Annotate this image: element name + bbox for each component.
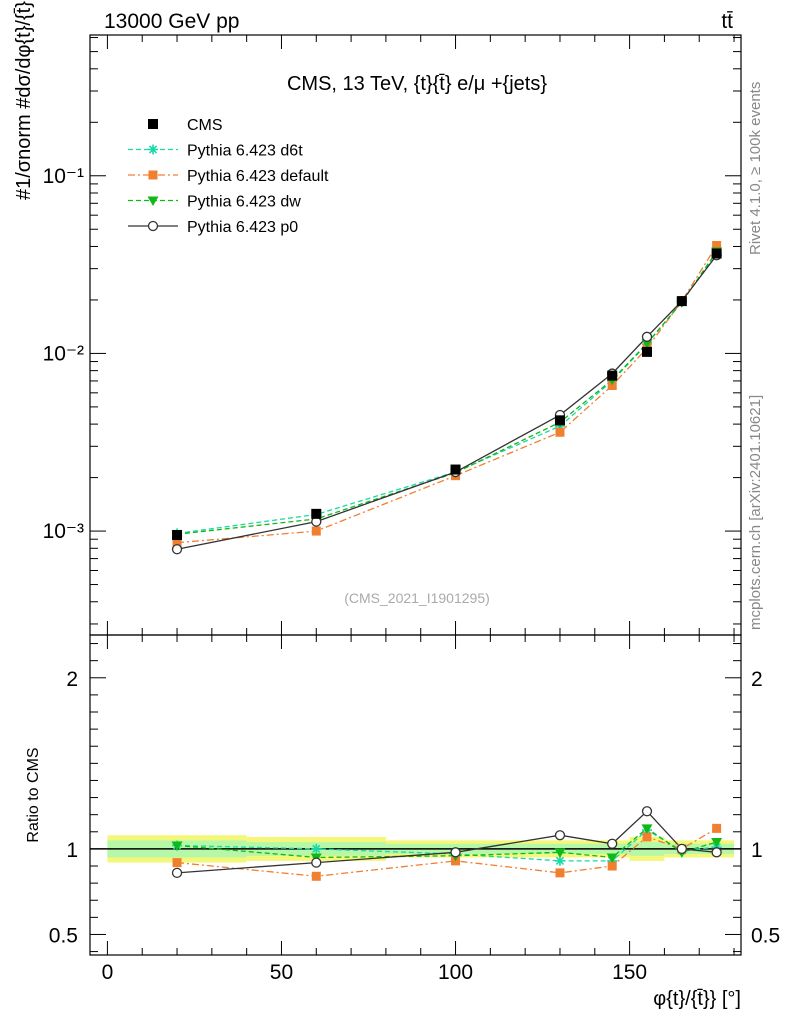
ratio-point-pythia-6-423-default xyxy=(172,858,182,868)
legend-label-pythia-6-423-p0: Pythia 6.423 p0 xyxy=(187,219,298,236)
ratio-point-pythia-6-423-p0 xyxy=(607,838,618,849)
point-cms xyxy=(711,248,722,259)
point-pythia-6-423-default xyxy=(712,241,722,251)
series-line-pythia-6-423-d6t xyxy=(176,252,718,535)
ratio-point-pythia-6-423-p0 xyxy=(171,867,183,879)
ratio-point-pythia-6-423-dw xyxy=(554,848,566,858)
xaxis-label: φ{t}/{t̄}} [°] xyxy=(653,988,741,1010)
point-cms xyxy=(554,415,565,426)
rivet-version-label: Rivet 4.1.0, ≥ 100k events xyxy=(747,82,764,255)
point-pythia-6-423-default xyxy=(555,427,565,437)
point-cms xyxy=(311,508,322,519)
ratio-point-pythia-6-423-dw xyxy=(606,853,618,863)
main-series-lines xyxy=(176,245,718,550)
point-pythia-6-423-dw xyxy=(641,339,653,349)
point-cms xyxy=(642,346,653,357)
x-tick-label: 150 xyxy=(612,961,647,984)
series-line-pythia-6-423-dw xyxy=(176,251,718,535)
point-pythia-6-423-default xyxy=(311,526,321,536)
ratio-line-pythia-6-423-p0 xyxy=(176,810,717,874)
point-pythia-6-423-default xyxy=(607,380,617,390)
point-pythia-6-423-p0 xyxy=(171,544,183,555)
ratio-point-pythia-6-423-p0 xyxy=(676,843,687,855)
point-pythia-6-423-default xyxy=(172,538,182,548)
ratio-point-pythia-6-423-dw xyxy=(641,824,653,834)
y-tick-label: 10⁻¹ xyxy=(43,165,84,188)
legend-marker-pythia-6-423-d6t xyxy=(148,144,158,155)
ratio-point-pythia-6-423-d6t xyxy=(554,855,565,866)
y-tick-label: 10⁻³ xyxy=(43,520,84,543)
mcplots-label: mcplots.cern.ch [arXiv:2401.10621] xyxy=(747,395,764,630)
ratio-point-pythia-6-423-p0 xyxy=(711,847,722,858)
legend-marker-pythia-6-423-p0 xyxy=(147,220,159,232)
ratio-ylabel: Ratio to CMS xyxy=(25,747,42,842)
legend-label-pythia-6-423-default: Pythia 6.423 default xyxy=(187,168,329,185)
legend-label-pythia-6-423-dw: Pythia 6.423 dw xyxy=(187,194,301,211)
ratio-plot-panel: 0.5 0.5 1 1 2 2 0 50 100 150 Ratio to CMS φ{t}/{t… xyxy=(25,634,780,1010)
ratio-point-pythia-6-423-p0 xyxy=(311,857,322,868)
x-tick-label: 100 xyxy=(438,961,473,984)
ratio-y-tick-label-right: 1 xyxy=(751,839,763,862)
main-plot-panel: 10⁻³ 10⁻² 10⁻¹ CMS, 13 TeV, {t}{t̄} e/μ +{… xyxy=(13,1,742,636)
ratio-point-pythia-6-423-dw xyxy=(711,838,723,848)
plot-title: CMS, 13 TeV, {t}{t̄} e/μ +{jets} xyxy=(287,73,547,95)
legend-label-cms: CMS xyxy=(187,117,223,134)
main-ylabel: #1/σnorm #dσ/dφ{t}/{t̄} xyxy=(13,1,35,200)
main-series-points xyxy=(171,241,723,555)
analysis-id: (CMS_2021_I1901295) xyxy=(344,590,490,606)
ratio-point-pythia-6-423-default xyxy=(555,868,565,878)
legend-label-pythia-6-423-d6t: Pythia 6.423 d6t xyxy=(187,143,303,160)
x-tick-label: 50 xyxy=(270,961,293,984)
legend-marker-pythia-6-423-default xyxy=(148,170,158,180)
ratio-series-lines xyxy=(176,810,717,877)
ratio-line-pythia-6-423-default xyxy=(176,827,717,877)
point-cms xyxy=(450,464,461,475)
y-tick-label: 10⁻² xyxy=(43,342,84,365)
point-pythia-6-423-p0 xyxy=(641,331,653,342)
ratio-y-tick-label-left: 2 xyxy=(66,668,78,691)
legend-marker-pythia-6-423-dw xyxy=(147,196,159,206)
ratio-line-pythia-6-423-dw xyxy=(176,827,717,859)
ratio-y-tick-label-left: 1 xyxy=(66,839,78,862)
ratio-point-pythia-6-423-dw xyxy=(171,841,183,851)
energy-label: 13000 GeV pp xyxy=(104,10,239,33)
point-cms xyxy=(676,296,687,307)
ratio-point-pythia-6-423-p0 xyxy=(554,830,566,841)
main-ylabel-text: #1/σnorm #dσ/dφ{t}/{t̄} xyxy=(13,1,35,200)
ratio-point-pythia-6-423-p0 xyxy=(641,806,653,817)
ratio-y-tick-label-left: 0.5 xyxy=(49,924,78,947)
ratio-y-tick-label-right: 2 xyxy=(751,668,763,691)
legend: CMS Pythia 6.423 d6t Pythia 6.423 default P… xyxy=(128,117,329,236)
ratio-axis-ticks: 0.5 0.5 1 1 2 2 0 50 100 150 xyxy=(49,635,780,984)
x-tick-label: 0 xyxy=(102,961,114,984)
ratio-point-pythia-6-423-default xyxy=(607,861,617,871)
main-axis-ticks: 10⁻³ 10⁻² 10⁻¹ xyxy=(43,35,741,635)
ratio-y-tick-label-right: 0.5 xyxy=(751,924,780,947)
ratio-point-pythia-6-423-default xyxy=(712,823,722,833)
ratio-plot-frame xyxy=(89,634,742,956)
ratio-point-pythia-6-423-p0 xyxy=(450,847,461,858)
process-label: tt̄ xyxy=(721,10,733,33)
ratio-point-pythia-6-423-d6t xyxy=(311,843,322,854)
point-cms xyxy=(607,370,618,381)
ratio-point-pythia-6-423-default xyxy=(642,832,652,842)
series-line-pythia-6-423-default xyxy=(176,245,718,544)
legend-marker-cms xyxy=(148,119,158,129)
ratio-point-pythia-6-423-default xyxy=(311,871,321,881)
series-line-pythia-6-423-p0 xyxy=(176,254,718,550)
ratio-series-points xyxy=(171,806,723,881)
point-cms xyxy=(172,530,183,541)
